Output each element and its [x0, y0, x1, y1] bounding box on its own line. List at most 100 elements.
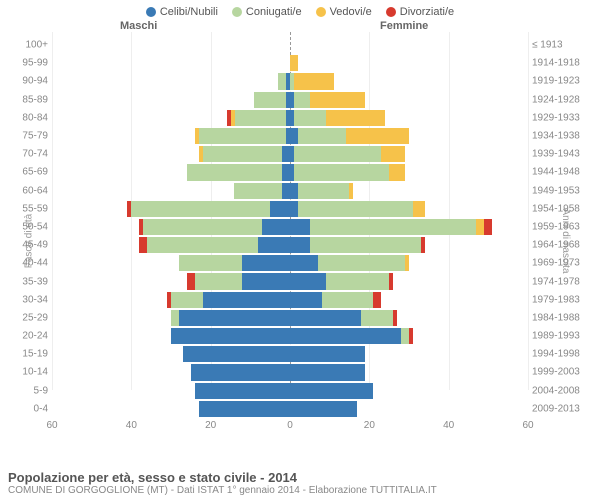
female-bar: [290, 273, 393, 289]
pyramid-row: 60-641949-1953: [52, 182, 528, 200]
x-tick-label: 20: [205, 420, 216, 431]
male-bar: [127, 201, 290, 217]
x-tick-label: 0: [287, 420, 293, 431]
bar-segment: [389, 273, 393, 289]
bar-segment: [179, 310, 290, 326]
bar-segment: [290, 346, 365, 362]
bar-segment: [349, 183, 353, 199]
bar-segment: [326, 110, 385, 126]
bar-segment: [147, 237, 258, 253]
female-bar: [290, 401, 357, 417]
female-bar: [290, 219, 492, 235]
male-bar: [199, 146, 290, 162]
bar-segment: [290, 128, 298, 144]
birth-year-label: 1919-1923: [532, 76, 594, 87]
x-tick-label: 60: [46, 420, 57, 431]
female-bar: [290, 55, 298, 71]
legend-swatch: [316, 7, 326, 17]
birth-year-label: 2004-2008: [532, 385, 594, 396]
age-label: 20-24: [14, 331, 48, 342]
birth-year-label: 1974-1978: [532, 276, 594, 287]
bar-segment: [187, 164, 282, 180]
bar-segment: [326, 273, 389, 289]
x-axis: 6040200204060: [52, 420, 528, 436]
bar-segment: [290, 292, 322, 308]
bar-segment: [270, 201, 290, 217]
male-bar: [227, 110, 290, 126]
bar-segment: [278, 73, 286, 89]
age-label: 70-74: [14, 149, 48, 160]
male-bar: [195, 383, 290, 399]
female-bar: [290, 146, 405, 162]
birth-year-label: ≤ 1913: [532, 40, 594, 51]
x-tick-label: 40: [126, 420, 137, 431]
bar-segment: [484, 219, 492, 235]
male-bar: [199, 401, 290, 417]
birth-year-label: 1934-1938: [532, 131, 594, 142]
x-tick-label: 40: [443, 420, 454, 431]
bar-segment: [290, 255, 318, 271]
male-bar: [139, 237, 290, 253]
bar-segment: [290, 201, 298, 217]
bar-segment: [203, 146, 282, 162]
bar-segment: [290, 219, 310, 235]
bar-segment: [242, 273, 290, 289]
legend: Celibi/Nubili Coniugati/e Vedovi/e Divorzia…: [0, 0, 600, 20]
x-tick-label: 20: [364, 420, 375, 431]
legend-label: Vedovi/e: [330, 6, 372, 18]
bar-segment: [203, 292, 290, 308]
bar-segment: [258, 237, 290, 253]
bar-segment: [262, 219, 290, 235]
bar-segment: [290, 183, 298, 199]
bar-segment: [413, 201, 425, 217]
bar-segment: [139, 237, 147, 253]
bar-segment: [234, 183, 282, 199]
male-bar: [191, 364, 290, 380]
bar-segment: [294, 164, 389, 180]
male-header: Maschi: [120, 20, 157, 32]
bar-segment: [361, 310, 393, 326]
x-tick-label: 60: [522, 420, 533, 431]
male-bar: [139, 219, 290, 235]
pyramid-row: 15-191994-1998: [52, 345, 528, 363]
bar-segment: [290, 401, 357, 417]
female-bar: [290, 383, 373, 399]
pyramid-row: 70-741939-1943: [52, 145, 528, 163]
birth-year-label: 1969-1973: [532, 258, 594, 269]
legend-label: Coniugati/e: [246, 6, 302, 18]
bar-segment: [346, 128, 409, 144]
pyramid-row: 30-341979-1983: [52, 291, 528, 309]
chart-footer: Popolazione per età, sesso e stato civil…: [8, 470, 437, 496]
birth-year-label: 1939-1943: [532, 149, 594, 160]
male-bar: [167, 292, 290, 308]
pyramid-row: 10-141999-2003: [52, 363, 528, 381]
age-label: 25-29: [14, 312, 48, 323]
bar-segment: [421, 237, 425, 253]
female-bar: [290, 164, 405, 180]
bar-segment: [195, 383, 290, 399]
chart-subtitle: COMUNE DI GORGOGLIONE (MT) - Dati ISTAT …: [8, 485, 437, 496]
female-bar: [290, 310, 397, 326]
age-label: 90-94: [14, 76, 48, 87]
female-bar: [290, 183, 353, 199]
female-bar: [290, 110, 385, 126]
male-bar: [254, 92, 290, 108]
birth-year-label: 1924-1928: [532, 94, 594, 105]
bar-segment: [294, 110, 326, 126]
pyramid-row: 65-691944-1948: [52, 163, 528, 181]
age-label: 30-34: [14, 294, 48, 305]
female-bar: [290, 328, 413, 344]
pyramid-row: 0-42009-2013: [52, 400, 528, 418]
age-label: 5-9: [14, 385, 48, 396]
age-label: 80-84: [14, 112, 48, 123]
birth-year-label: 1999-2003: [532, 367, 594, 378]
male-bar: [278, 73, 290, 89]
birth-year-label: 1959-1963: [532, 221, 594, 232]
legend-item: Celibi/Nubili: [146, 6, 218, 18]
age-label: 75-79: [14, 131, 48, 142]
pyramid-row: 50-541959-1963: [52, 218, 528, 236]
bar-segment: [405, 255, 409, 271]
legend-label: Divorziati/e: [400, 6, 454, 18]
birth-year-label: 1964-1968: [532, 240, 594, 251]
bar-segment: [199, 128, 286, 144]
